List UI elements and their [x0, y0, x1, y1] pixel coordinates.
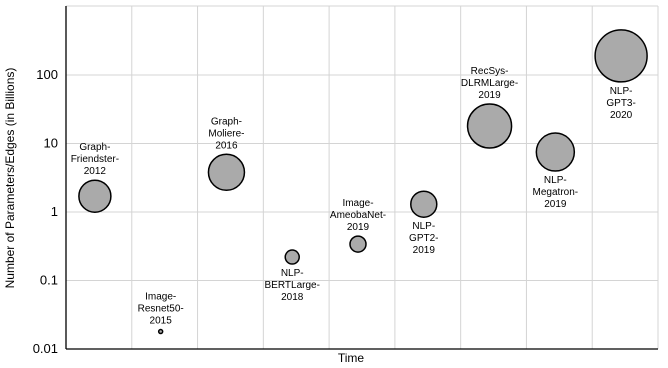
- grid-lines: [66, 5, 659, 349]
- bubble-point: [207, 153, 246, 192]
- y-tick-label: 100: [36, 67, 58, 82]
- bubble-label-line: NLP-: [412, 221, 435, 232]
- bubble-label-line: BERTLarge-: [265, 280, 320, 291]
- bubble-label-line: Friendster-: [71, 154, 119, 165]
- point-labels: Graph-Friendster-2012Image-Resnet50-2015…: [71, 66, 636, 327]
- y-tick-label: 10: [44, 136, 58, 151]
- bubble-label: NLP-BERTLarge-2018: [265, 268, 320, 303]
- bubble-label-line: 2019: [413, 245, 436, 256]
- bubble-label-line: Image-: [342, 198, 373, 209]
- bubble-point: [535, 132, 576, 172]
- bubble-label: NLP-GPT2-2019: [409, 221, 438, 256]
- bubble-label-line: 2018: [281, 292, 304, 303]
- bubble-label-line: RecSys-: [471, 66, 509, 77]
- bubble-label-line: NLP-: [544, 175, 567, 186]
- bubble-label: RecSys-DLRMLarge-2019: [461, 66, 518, 101]
- x-axis-title: Time: [338, 351, 365, 365]
- bubble-label: NLP-GPT3-2020: [606, 86, 635, 121]
- bubble-label-line: 2019: [478, 90, 501, 101]
- bubble-label-line: DLRMLarge-: [461, 78, 518, 89]
- bubble-label-line: Megatron-: [533, 187, 579, 198]
- bubble-label-line: GPT3-: [606, 98, 635, 109]
- bubble-label-line: GPT2-: [409, 233, 438, 244]
- bubble-label-line: NLP-: [610, 86, 633, 97]
- bubble-point: [78, 179, 112, 213]
- bubble-label-line: Graph-: [211, 116, 242, 127]
- axes: [65, 6, 658, 350]
- bubble-label-line: 2015: [150, 316, 173, 327]
- y-tick-label: 0.01: [33, 341, 58, 356]
- y-axis-title: Number of Parameters/Edges (in Billions): [3, 68, 17, 289]
- y-tick-label: 1: [51, 204, 58, 219]
- bubbles: [78, 29, 648, 335]
- bubble-label: Graph-Friendster-2012: [71, 142, 119, 177]
- bubble-label-line: 2012: [84, 166, 107, 177]
- bubble-label-line: 2016: [215, 140, 238, 151]
- bubble-label: NLP-Megatron-2019: [533, 175, 579, 210]
- bubble-point: [466, 103, 513, 149]
- bubble-point: [410, 190, 438, 218]
- bubble-label-line: Resnet50-: [138, 304, 184, 315]
- bubble-label: Image-Resnet50-2015: [138, 292, 184, 327]
- bubble-label-line: 2020: [610, 110, 633, 121]
- bubble-label: Image-AmeobaNet-2019: [330, 198, 386, 233]
- bubble-point: [594, 29, 648, 83]
- bubble-label-line: NLP-: [281, 268, 304, 279]
- bubble-label-line: 2019: [544, 199, 567, 210]
- bubble-label-line: Graph-: [79, 142, 110, 153]
- bubble-label-line: 2019: [347, 222, 370, 233]
- y-tick-label: 0.1: [40, 273, 58, 288]
- bubble-point: [284, 249, 300, 265]
- bubble-label-line: Moliere-: [208, 128, 244, 139]
- bubble-label-line: Image-: [145, 292, 176, 303]
- bubble-label: Graph-Moliere-2016: [208, 116, 244, 151]
- y-tick-labels: 0.01 0.1 1 10 100: [33, 67, 58, 356]
- bubble-label-line: AmeobaNet-: [330, 210, 386, 221]
- bubble-point: [157, 328, 164, 335]
- bubble-point: [349, 235, 367, 253]
